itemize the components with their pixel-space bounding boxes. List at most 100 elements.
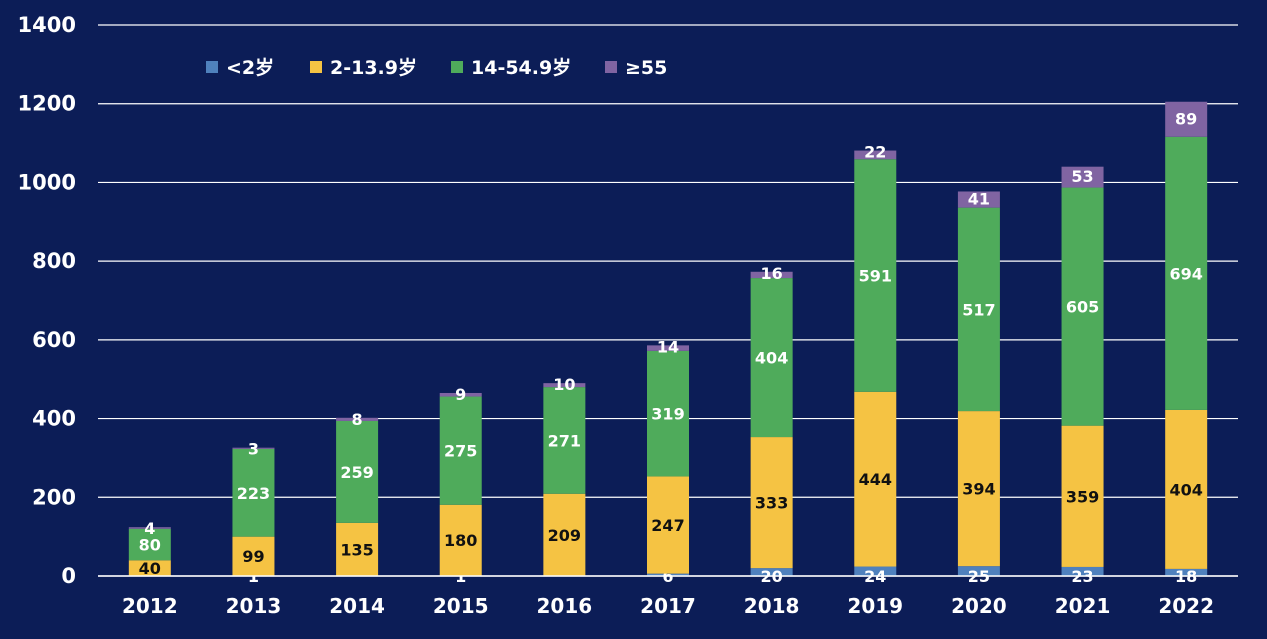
data-label: 605 xyxy=(1066,298,1099,317)
data-label: 591 xyxy=(859,267,892,286)
legend-swatch xyxy=(451,61,463,73)
data-label: 41 xyxy=(968,190,990,209)
bar-segment xyxy=(854,150,897,160)
x-tick-label: 2020 xyxy=(951,594,1007,618)
bar-segment xyxy=(232,448,275,537)
legend-label: ≥55 xyxy=(625,57,667,79)
data-label: 517 xyxy=(962,300,995,319)
bar-segment xyxy=(439,392,482,397)
data-label: 180 xyxy=(444,531,477,550)
data-label: 10 xyxy=(553,375,575,394)
data-label: 9 xyxy=(455,385,466,404)
bar-segment xyxy=(336,522,379,576)
x-tick-label: 2015 xyxy=(433,594,489,618)
data-label: 14 xyxy=(657,337,679,356)
data-label: 53 xyxy=(1071,167,1093,186)
x-tick-label: 2012 xyxy=(122,594,178,618)
y-tick-label: 600 xyxy=(32,328,76,352)
x-tick-label: 2021 xyxy=(1055,594,1111,618)
bar-segment xyxy=(128,527,171,529)
data-label: 22 xyxy=(864,143,886,162)
bar-segment xyxy=(750,568,793,576)
legend-label: <2岁 xyxy=(226,56,274,79)
bar-segment xyxy=(543,493,586,576)
bar-segment xyxy=(128,560,171,576)
data-label: 394 xyxy=(962,480,995,499)
bar-segment xyxy=(336,420,379,523)
bar-segment xyxy=(647,350,689,477)
bar-segment xyxy=(1165,409,1208,569)
bar-segment xyxy=(957,191,1000,208)
data-label: 16 xyxy=(761,264,783,283)
legend-swatch xyxy=(206,61,218,73)
bar-segment xyxy=(1061,187,1104,426)
data-label: 271 xyxy=(548,431,581,450)
data-label: 259 xyxy=(340,463,373,482)
bar-segment xyxy=(957,566,1000,576)
y-tick-label: 400 xyxy=(32,407,76,431)
bar-segment xyxy=(1165,136,1208,410)
bar-segment xyxy=(439,396,482,505)
bar-segment xyxy=(128,528,171,561)
y-tick-label: 1000 xyxy=(18,170,76,194)
legend-swatch xyxy=(605,61,617,73)
y-tick-label: 0 xyxy=(61,564,76,588)
data-label: 333 xyxy=(755,494,788,513)
bar-segment xyxy=(854,159,897,392)
bar-segment xyxy=(957,207,1000,412)
bar-segment xyxy=(957,411,1000,567)
bar-segment xyxy=(1061,566,1104,576)
bar-segment xyxy=(750,278,793,438)
data-label: 99 xyxy=(242,547,264,566)
y-tick-label: 1400 xyxy=(18,13,76,37)
bar-segment xyxy=(647,476,689,574)
x-axis: 2012 2013 2014 2015 2016 2017 2018 2019 2020 2021… xyxy=(98,575,1238,618)
x-tick-label: 2013 xyxy=(226,594,282,618)
bar-segment xyxy=(854,566,897,576)
legend-label: 14-54.9岁 xyxy=(471,56,571,79)
bar-segment xyxy=(232,447,275,449)
bar-segment xyxy=(750,271,793,279)
bar-segment xyxy=(543,387,586,494)
bar-segment xyxy=(647,573,689,576)
y-tick-label: 1200 xyxy=(18,92,76,116)
y-tick-label: 800 xyxy=(32,249,76,273)
data-label: 359 xyxy=(1066,487,1099,506)
data-label: 80 xyxy=(139,536,161,555)
bar-segment xyxy=(543,383,586,388)
data-label: 8 xyxy=(352,410,363,429)
bar-segment xyxy=(750,437,793,569)
bar-segment xyxy=(1165,101,1208,137)
data-label: 404 xyxy=(755,349,788,368)
bar-segment xyxy=(1061,425,1104,567)
data-label: 694 xyxy=(1169,264,1202,283)
x-tick-label: 2018 xyxy=(744,594,800,618)
legend-swatch xyxy=(310,61,322,73)
data-label: 319 xyxy=(651,405,684,424)
bar-segment xyxy=(232,536,275,576)
data-label: 135 xyxy=(340,540,373,559)
data-label: 89 xyxy=(1175,109,1197,128)
data-label: 404 xyxy=(1169,480,1202,499)
bar-segment xyxy=(1165,568,1208,576)
x-tick-label: 2016 xyxy=(537,594,593,618)
legend: <2岁 2-13.9岁 14-54.9岁 ≥55 xyxy=(206,56,667,79)
bars: 4080419922331352598118027592092711062473… xyxy=(128,101,1208,586)
bar-segment xyxy=(336,417,379,421)
data-label: 209 xyxy=(548,526,581,545)
x-tick-label: 2022 xyxy=(1158,594,1214,618)
bar-segment xyxy=(1061,166,1104,188)
data-label: 247 xyxy=(651,516,684,535)
data-label: 4 xyxy=(144,519,155,538)
bar-segment xyxy=(439,504,482,576)
data-label: 3 xyxy=(248,440,259,459)
legend-label: 2-13.9岁 xyxy=(330,56,417,79)
bar-segment xyxy=(854,391,897,567)
x-tick-label: 2019 xyxy=(847,594,903,618)
data-label: 40 xyxy=(139,559,161,578)
x-tick-label: 2014 xyxy=(329,594,385,618)
data-label: 444 xyxy=(859,470,892,489)
data-label: 275 xyxy=(444,442,477,461)
x-tick-label: 2017 xyxy=(640,594,696,618)
